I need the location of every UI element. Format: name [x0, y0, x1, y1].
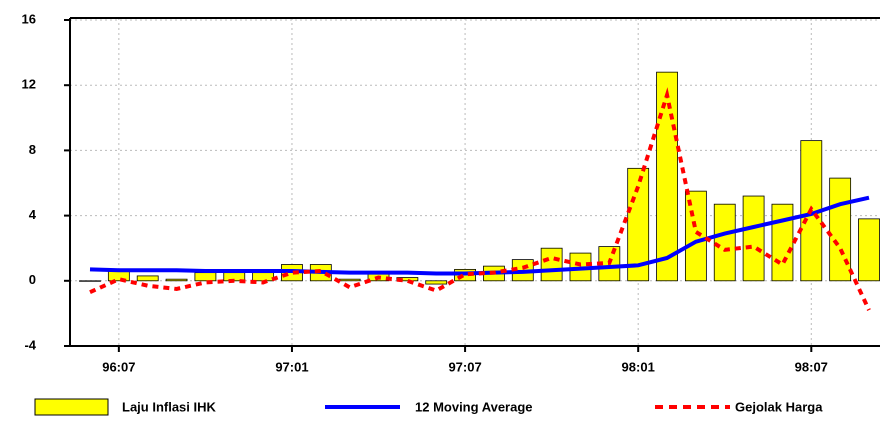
x-tick-label: 96:07 [102, 359, 135, 374]
y-tick-label: 16 [22, 11, 36, 26]
bar [425, 280, 448, 285]
bar [829, 177, 852, 282]
legend-label: Laju Inflasi IHK [122, 399, 217, 414]
x-tick-label: 97:07 [448, 359, 481, 374]
legend-label: Gejolak Harga [735, 399, 823, 414]
bar [771, 203, 794, 282]
bar [252, 272, 275, 282]
bar [165, 278, 188, 282]
x-tick-label: 98:07 [795, 359, 828, 374]
legend-swatch [34, 398, 109, 416]
bar [79, 280, 101, 282]
y-tick-label: 4 [29, 207, 37, 222]
bar [742, 195, 765, 282]
y-tick-label: -4 [24, 337, 36, 352]
legend-label: 12 Moving Average [415, 399, 533, 414]
bar [656, 71, 678, 282]
y-tick-label: 0 [29, 272, 36, 287]
line-series [89, 87, 871, 311]
bar [338, 278, 361, 282]
bar [713, 203, 736, 282]
x-tick-label: 98:01 [622, 359, 655, 374]
bar [194, 272, 217, 282]
bar [540, 247, 563, 282]
bar [136, 275, 159, 282]
y-tick-label: 8 [29, 142, 36, 157]
y-tick-label: 12 [22, 77, 36, 92]
bar [858, 218, 880, 282]
x-tick-label: 97:01 [275, 359, 308, 374]
